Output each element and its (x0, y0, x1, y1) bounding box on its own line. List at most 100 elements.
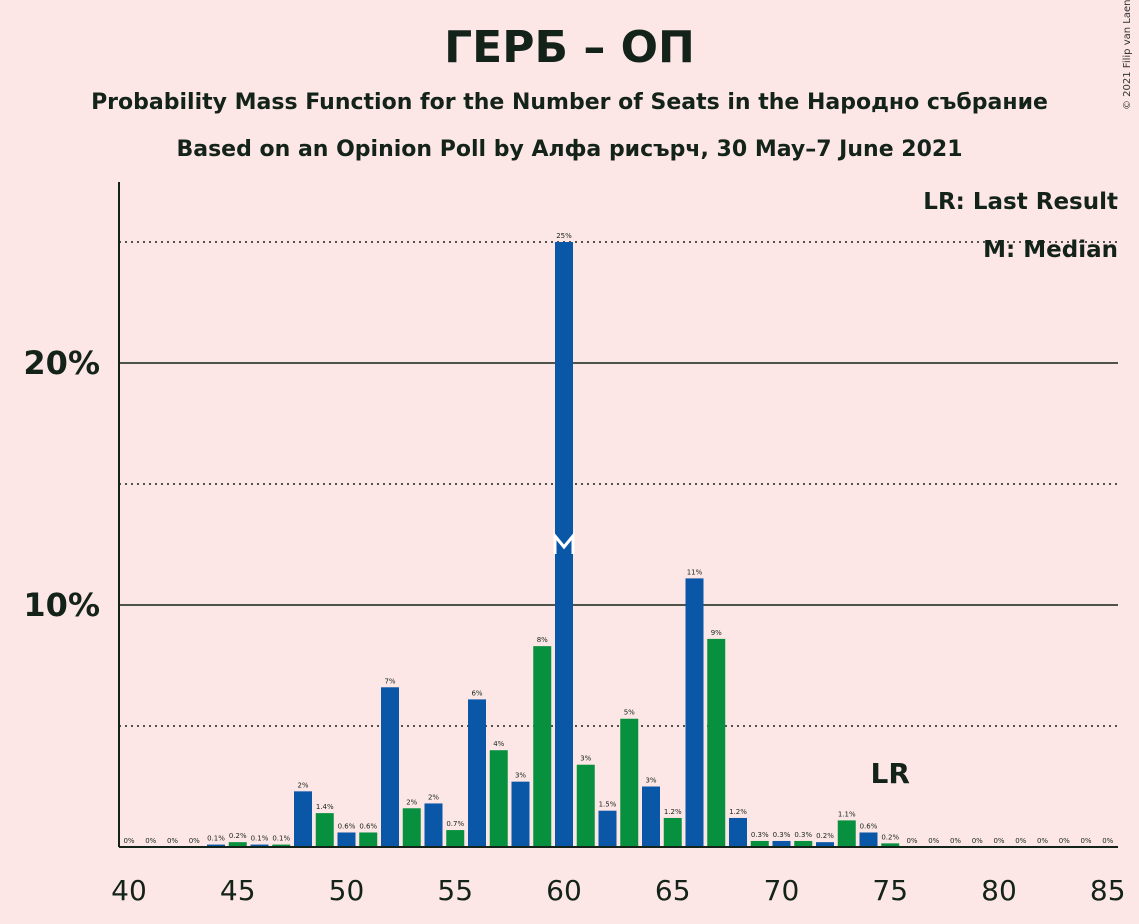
x-tick-label: 45 (220, 874, 256, 907)
bar (707, 638, 726, 847)
x-tick-label: 65 (655, 874, 691, 907)
data-label: 0.6% (359, 822, 377, 830)
data-label: 0.2% (816, 832, 834, 840)
bar (663, 817, 682, 847)
data-label: 0% (993, 837, 1004, 845)
bar (359, 832, 378, 847)
data-label: 4% (493, 740, 504, 748)
data-label: 11% (687, 568, 703, 576)
bar (555, 242, 573, 847)
data-label: 1.1% (838, 810, 856, 818)
data-label: 0.1% (272, 835, 290, 843)
data-label: 0% (1015, 837, 1026, 845)
data-label: 1.5% (599, 801, 617, 809)
data-label: 0% (167, 837, 178, 845)
data-label: 0% (906, 837, 917, 845)
bar (859, 832, 878, 847)
x-tick-label: 60 (546, 874, 582, 907)
x-tick-label: 40 (111, 874, 147, 907)
bar (468, 699, 486, 847)
bar (837, 820, 856, 847)
last-result-marker: LR (871, 757, 910, 790)
data-label: 0% (123, 837, 134, 845)
data-labels: 0% 0% 0% 0% 0.1% 0.2% 0.1% 0.1%2%1.4%0.6% 0.6%7%… (123, 232, 1113, 845)
y-tick-label: 20% (23, 344, 100, 382)
bars (207, 242, 900, 847)
data-label: 3% (645, 777, 656, 785)
chart-title: ГЕРБ – ОП (444, 22, 695, 73)
bar (772, 840, 791, 847)
chart-source-line: Based on an Opinion Poll by Алфа рисърч,… (176, 137, 963, 162)
data-label: 0% (1037, 837, 1048, 845)
x-tick-label: 55 (437, 874, 473, 907)
data-label: 0% (950, 837, 961, 845)
bar (381, 687, 399, 847)
bar (294, 791, 312, 847)
bar (685, 578, 704, 847)
data-label: 0% (972, 837, 983, 845)
bar (424, 803, 443, 847)
bar (489, 750, 508, 847)
data-label: 0% (145, 837, 156, 845)
data-label: 9% (711, 629, 722, 637)
chart-subtitle: Probability Mass Function for the Number… (91, 90, 1048, 115)
bar (576, 764, 595, 847)
data-label: 0.1% (251, 835, 269, 843)
data-label: 0.1% (207, 835, 225, 843)
axes (118, 182, 1118, 848)
data-label: 5% (624, 709, 635, 717)
data-label: 25% (556, 232, 572, 240)
data-label: 7% (384, 677, 395, 685)
bar (228, 842, 247, 847)
data-label: 6% (471, 689, 482, 697)
x-tick-label: 50 (329, 874, 365, 907)
data-label: 0.7% (446, 820, 464, 828)
bar (794, 840, 813, 847)
bar (446, 830, 465, 847)
tick-labels: 40 45 50 55 60 65 70 75 80 85 10% 20% (23, 344, 1125, 907)
bar (402, 808, 421, 847)
bar (620, 718, 639, 847)
bar (642, 786, 660, 847)
bar (337, 832, 356, 847)
bar (511, 781, 530, 847)
x-tick-label: 75 (872, 874, 908, 907)
data-label: 0.3% (773, 831, 791, 839)
data-label: 0.3% (751, 831, 769, 839)
data-label: 0% (928, 837, 939, 845)
data-label: 0% (189, 837, 200, 845)
x-tick-label: 80 (981, 874, 1017, 907)
data-label: 1.4% (316, 803, 334, 811)
bar (598, 810, 617, 847)
data-label: 1.2% (729, 808, 747, 816)
bar (881, 843, 900, 847)
x-tick-label: 70 (764, 874, 800, 907)
bar (315, 813, 334, 847)
legend-median: M: Median (983, 237, 1118, 263)
markers: LR (553, 531, 910, 790)
data-label: 0.6% (860, 822, 878, 830)
bar (533, 646, 552, 847)
grid-lines (119, 241, 1118, 727)
data-label: 0.2% (229, 832, 247, 840)
data-label: 2% (428, 793, 439, 801)
data-label: 3% (580, 755, 591, 763)
legend-last-result: LR: Last Result (923, 189, 1118, 215)
data-label: 0.2% (881, 833, 899, 841)
bar (816, 842, 834, 847)
data-label: 0% (1080, 837, 1091, 845)
data-label: 0% (1102, 837, 1113, 845)
data-label: 0.6% (338, 822, 356, 830)
data-label: 1.2% (664, 808, 682, 816)
data-label: 0% (1059, 837, 1070, 845)
x-tick-label: 85 (1090, 874, 1126, 907)
median-marker (553, 531, 575, 554)
bar (207, 844, 225, 847)
data-label: 0.3% (794, 831, 812, 839)
data-label: 8% (537, 636, 548, 644)
bar (750, 840, 769, 847)
data-label: 3% (515, 772, 526, 780)
y-tick-label: 10% (23, 586, 100, 624)
bar (250, 844, 269, 847)
